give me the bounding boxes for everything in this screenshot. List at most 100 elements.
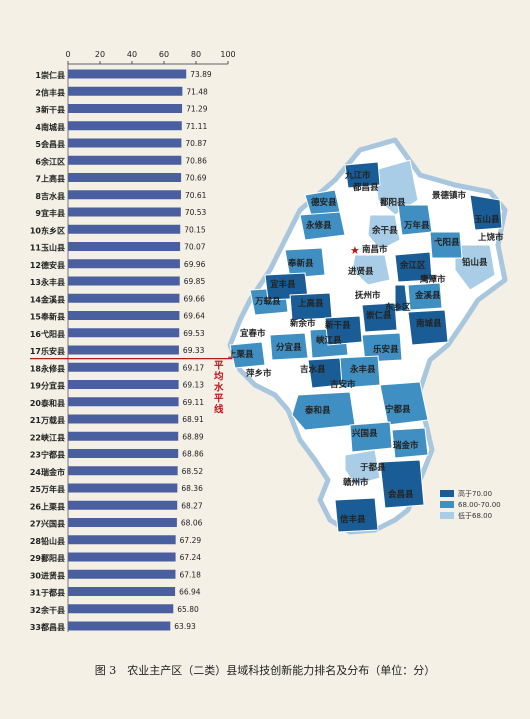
bar <box>68 293 180 303</box>
category-label: 1崇仁县 <box>35 70 65 80</box>
figure-caption: 图 3 农业主产区（二类）县域科技创新能力排名及分布（单位：分） <box>94 664 436 677</box>
label-duchang: 都昌县 <box>352 182 379 193</box>
value-label: 65.80 <box>177 605 199 614</box>
average-line-label-char: 平 <box>214 361 224 372</box>
region-nancheng <box>407 309 449 346</box>
value-label: 67.18 <box>179 570 201 579</box>
value-label: 69.53 <box>183 329 205 338</box>
value-label: 70.61 <box>185 191 207 200</box>
category-label: 22峡江县 <box>30 432 65 442</box>
value-label: 67.24 <box>180 553 202 562</box>
jiangxi-map: 九江市 都昌县 德安县 永修县 鄱阳县 景德镇市 玉山县 上饶市 万年县 余干县… <box>227 137 508 535</box>
label-nancheng: 南城县 <box>416 318 442 329</box>
category-label: 10东乡区 <box>30 225 65 235</box>
legend-label-high: 高于70.00 <box>458 489 493 498</box>
label-taihe: 泰和县 <box>304 405 331 416</box>
label-ganzhou: 赣州市 <box>343 477 369 488</box>
label-yushan: 玉山县 <box>474 214 500 225</box>
value-label: 70.07 <box>184 243 206 252</box>
bar <box>68 311 180 320</box>
label-pingxiang: 萍乡市 <box>246 368 272 379</box>
label-dean: 德安县 <box>311 197 337 208</box>
bar <box>68 380 179 389</box>
bar <box>68 535 176 545</box>
x-tick-label: 60 <box>159 50 169 59</box>
label-jinxian: 进贤县 <box>348 266 374 277</box>
x-tick-label: 0 <box>65 50 70 59</box>
value-label: 69.33 <box>183 346 205 355</box>
label-poyang: 鄱阳县 <box>379 197 406 208</box>
x-tick-label: 40 <box>127 50 137 59</box>
bar <box>68 328 180 338</box>
label-jian: 吉安市 <box>330 379 356 390</box>
bar <box>68 121 182 131</box>
bar <box>68 518 177 527</box>
map-legend: 高于70.00 68.00-70.00 低于68.00 <box>440 488 501 521</box>
label-lean: 乐安县 <box>373 344 399 355</box>
region-yanshan <box>454 244 496 291</box>
category-label: 12德安县 <box>30 260 65 270</box>
bar <box>68 431 179 441</box>
value-label: 68.86 <box>182 450 204 459</box>
bar <box>68 483 178 493</box>
bar <box>68 173 182 182</box>
label-fuzhou: 抚州市 <box>355 290 381 301</box>
value-label: 70.86 <box>185 156 207 165</box>
average-line-label-char: 线 <box>214 404 224 416</box>
region-yushan <box>469 194 503 231</box>
label-chongren: 崇仁县 <box>366 310 392 321</box>
category-label: 16弋阳县 <box>30 329 65 339</box>
category-label: 6余江区 <box>35 156 65 166</box>
value-label: 68.06 <box>181 519 203 528</box>
category-label: 3新干县 <box>35 105 65 115</box>
bar <box>68 621 171 631</box>
region-yujiang <box>394 251 433 283</box>
label-xinyu: 新余市 <box>290 318 316 329</box>
average-line-label-char: 均 <box>214 371 224 383</box>
bar <box>68 138 182 148</box>
category-label: 20泰和县 <box>30 398 65 408</box>
label-wanzai: 万载县 <box>254 296 281 307</box>
label-yichun: 宜春市 <box>240 328 266 339</box>
x-tick-label: 80 <box>191 50 201 59</box>
region-fengxin <box>284 247 326 279</box>
bar <box>68 259 180 269</box>
bar <box>68 449 179 458</box>
value-label: 69.66 <box>183 294 205 303</box>
bar <box>68 190 181 200</box>
label-yongxiu: 永修县 <box>305 220 332 231</box>
label-yingtan: 鹰潭市 <box>420 274 446 285</box>
category-label: 21万载县 <box>30 415 65 425</box>
label-shangli: 上栗县 <box>228 349 254 360</box>
legend-swatch-low <box>440 512 454 519</box>
label-yugan: 余干县 <box>371 225 398 236</box>
bar <box>68 397 179 407</box>
category-label: 11玉山县 <box>30 243 65 253</box>
x-tick-label: 100 <box>220 50 235 59</box>
region-xingan <box>324 315 363 346</box>
value-label: 68.52 <box>182 467 204 476</box>
bars-layer: 1崇仁县 73.89 2信丰县 71.48 3新干县 71.29 4南城县 71.11 5会昌县… <box>30 69 212 632</box>
category-label: 24瑞金市 <box>30 467 65 477</box>
label-jinxi: 金溪县 <box>414 290 441 301</box>
bar <box>68 604 174 614</box>
region-chongren <box>361 302 398 333</box>
label-yanshan: 铅山县 <box>461 257 488 268</box>
label-dongxiang: 东乡区 <box>385 302 411 313</box>
category-label: 18永修县 <box>30 363 65 373</box>
bar <box>68 345 179 355</box>
label-xingguo: 兴国县 <box>352 428 378 439</box>
value-label: 68.36 <box>181 484 203 493</box>
bar <box>68 104 183 113</box>
region-jinxian <box>351 254 391 286</box>
bar <box>68 500 178 510</box>
bar <box>68 587 176 596</box>
label-wannian: 万年县 <box>403 220 430 231</box>
label-jingdezhen: 景德镇市 <box>432 190 467 201</box>
legend-swatch-mid <box>440 501 454 508</box>
category-label: 2信丰县 <box>35 87 65 97</box>
category-label: 26上栗县 <box>30 501 65 511</box>
category-label: 31于都县 <box>30 588 65 598</box>
region-ningdu <box>379 381 429 426</box>
